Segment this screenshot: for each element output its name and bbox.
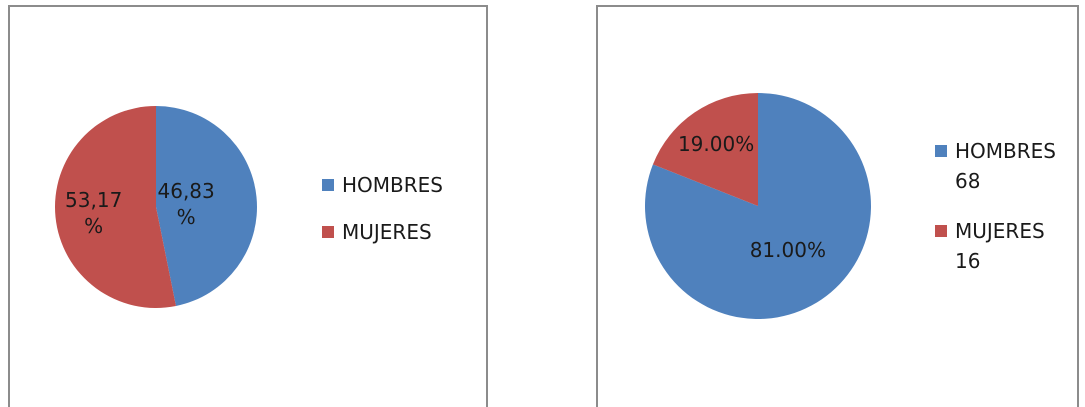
data-label: 46,83 % <box>157 178 215 229</box>
legend-swatch <box>935 225 947 237</box>
legend-count: 68 <box>955 169 981 193</box>
legend-swatch <box>322 226 334 238</box>
legend-entry: HOMBRES <box>342 170 443 200</box>
pie-slice <box>156 106 257 307</box>
legend-label: MUJERES <box>955 219 1045 243</box>
legend-count: 16 <box>955 249 981 273</box>
legend-entry: HOMBRES 68 <box>955 136 1056 196</box>
data-label: 81.00% <box>749 237 826 262</box>
legend-label: MUJERES <box>342 220 432 244</box>
legend-label: HOMBRES <box>955 139 1056 163</box>
legend-swatch <box>935 145 947 157</box>
legend-entry: MUJERES 16 <box>955 216 1045 276</box>
legend-label: HOMBRES <box>342 173 443 197</box>
legend-swatch <box>322 179 334 191</box>
legend-entry: MUJERES <box>342 217 432 247</box>
pie-slice <box>54 106 176 308</box>
data-label: 53,17 % <box>65 188 123 239</box>
pie-slice <box>652 92 758 206</box>
data-label: 19.00% <box>677 132 755 157</box>
